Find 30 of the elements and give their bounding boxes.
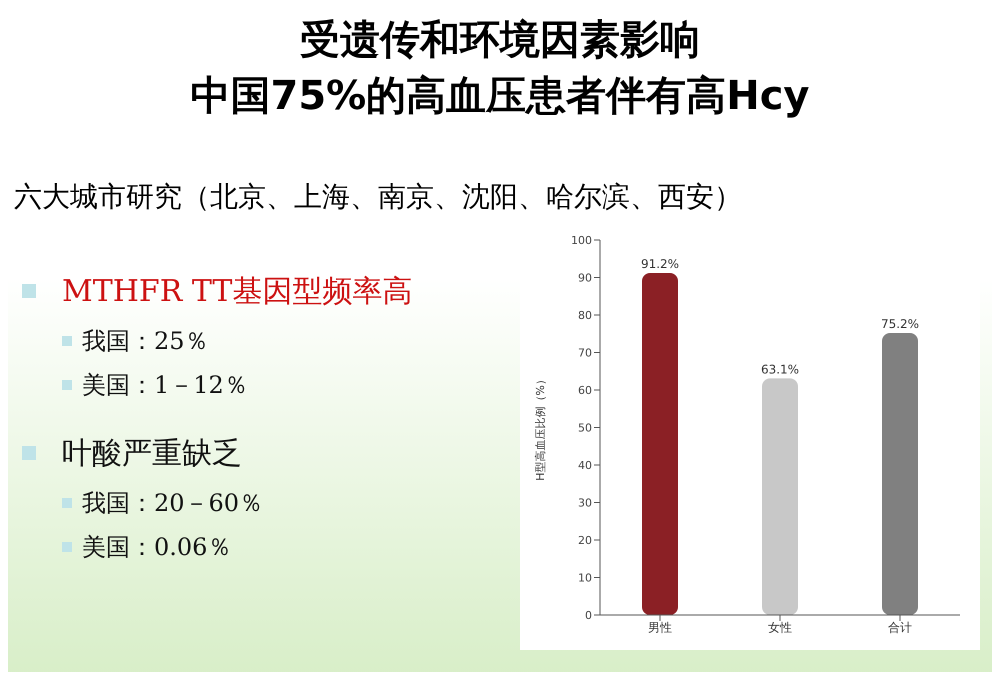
data-label: 75.2%: [880, 317, 920, 331]
text: 我国：25％: [82, 326, 209, 357]
y-tick-label: 60: [578, 384, 592, 397]
y-tick-label: 30: [578, 496, 592, 510]
chart-subtitle: 中国75%的高血压患者伴有高Hcy: [189, 72, 810, 121]
y-tick-label: 80: [578, 308, 592, 322]
y-tick-label: 20: [578, 534, 592, 547]
text: 叶酸严重缺乏: [62, 434, 242, 472]
data-label: 63.1%: [760, 362, 800, 376]
data-label: 91.2%: [640, 257, 680, 271]
text: 美国：1－12％: [82, 370, 248, 401]
text: 六大城市研究（北京、上海、南京、沈阳、哈尔滨、西安）: [14, 179, 742, 215]
y-tick-label: 10: [578, 571, 592, 584]
y-tick-label: 90: [578, 271, 592, 284]
y-tick-label: 40: [578, 458, 592, 472]
y-axis-title: H型高血压比例（%）: [534, 374, 547, 481]
x-tick-label: 男性: [648, 620, 672, 635]
y-tick-label: 50: [578, 421, 592, 434]
text: MTHFR TT基因型频率高: [62, 272, 412, 310]
y-tick-label: 100: [571, 234, 592, 247]
y-tick-label: 0: [585, 608, 592, 622]
bar: [882, 333, 918, 615]
y-tick-label: 70: [578, 346, 592, 360]
text: 我国：20－60％: [82, 488, 264, 519]
x-tick-label: 合计: [888, 620, 912, 635]
text: 美国：0.06％: [82, 532, 232, 563]
x-tick-label: 女性: [768, 620, 792, 635]
bar: [642, 273, 678, 615]
bar: [762, 378, 798, 615]
chart-title: 受遗传和环境因素影响: [299, 16, 701, 65]
